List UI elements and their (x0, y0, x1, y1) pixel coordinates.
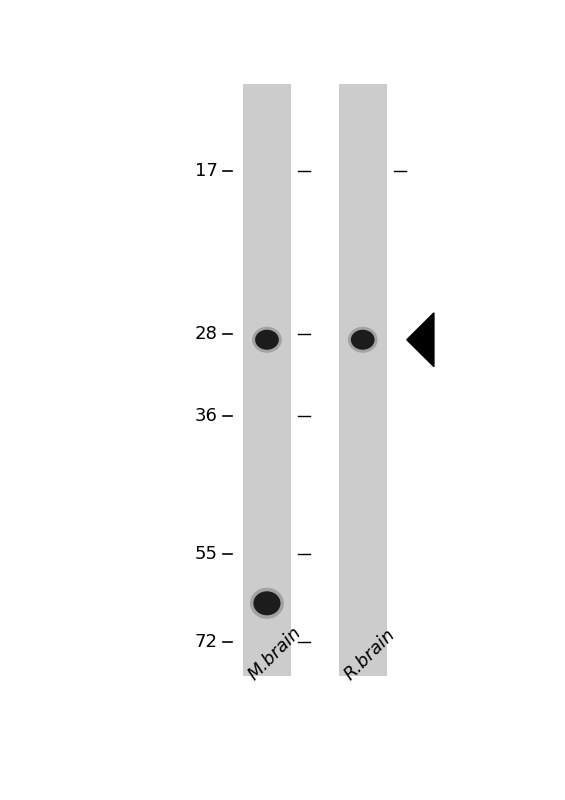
Text: 17: 17 (195, 162, 218, 180)
Text: 72: 72 (194, 633, 218, 650)
Text: R.brain: R.brain (340, 626, 399, 684)
Ellipse shape (253, 591, 280, 615)
Bar (243, 84, 291, 676)
Text: 36: 36 (195, 407, 218, 425)
Text: 28: 28 (195, 325, 218, 343)
Text: M.brain: M.brain (244, 624, 305, 684)
Text: 55: 55 (194, 545, 218, 563)
Ellipse shape (255, 330, 279, 350)
Ellipse shape (252, 326, 282, 353)
Bar (339, 84, 387, 676)
Ellipse shape (348, 326, 377, 353)
Ellipse shape (250, 588, 284, 619)
Ellipse shape (351, 330, 375, 350)
Polygon shape (407, 313, 434, 366)
